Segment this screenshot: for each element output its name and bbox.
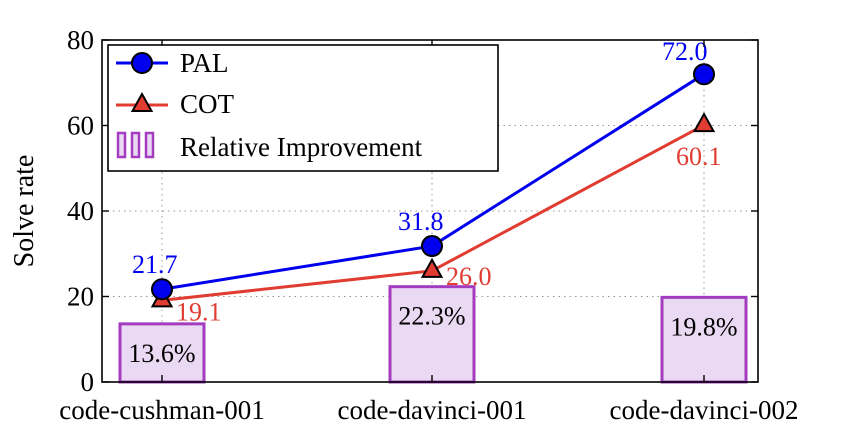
cot-value-label: 19.1 bbox=[176, 297, 222, 326]
pal-value-label: 21.7 bbox=[132, 250, 178, 279]
pal-value-label: 72.0 bbox=[662, 37, 708, 66]
legend-label-bars: Relative Improvement bbox=[180, 132, 423, 162]
y-tick-label: 60 bbox=[67, 111, 94, 141]
legend-marker-bar bbox=[144, 131, 155, 159]
y-tick-label: 20 bbox=[67, 282, 94, 312]
cot-point bbox=[692, 112, 716, 133]
x-axis-ticks: code-cushman-001 code-davinci-001 code-dav… bbox=[59, 40, 798, 425]
y-axis-label: Solve rate bbox=[9, 155, 40, 268]
improvement-bar bbox=[388, 285, 476, 384]
legend-marker-bar bbox=[130, 131, 141, 159]
pal-point bbox=[421, 235, 443, 258]
y-axis-ticks: 0 20 40 60 80 bbox=[67, 25, 758, 397]
pal-point bbox=[151, 278, 173, 301]
cot-value-label: 60.1 bbox=[676, 142, 722, 171]
bar-value-label: 22.3% bbox=[398, 302, 465, 331]
x-tick-label: code-davinci-001 bbox=[338, 395, 527, 425]
legend-marker-pal bbox=[131, 52, 153, 74]
legend-label-cot: COT bbox=[180, 89, 235, 119]
cot-value-label: 26.0 bbox=[446, 262, 492, 291]
bar-value-label: 19.8% bbox=[670, 312, 737, 341]
legend: PAL COT Relative Improvement bbox=[107, 44, 499, 172]
cot-point bbox=[420, 257, 444, 278]
grid-lines bbox=[102, 40, 758, 382]
series-markers bbox=[150, 63, 716, 308]
legend-box bbox=[107, 44, 499, 172]
data-labels: 13.6% 22.3% 19.8% 21.7 31.8 72.0 19.1 26.0 60.1 bbox=[128, 37, 737, 368]
y-tick-label: 80 bbox=[67, 25, 94, 55]
legend-marker-cot bbox=[130, 91, 154, 112]
legend-label-pal: PAL bbox=[180, 48, 229, 78]
y-tick-label: 40 bbox=[67, 196, 94, 226]
y-tick-label: 0 bbox=[81, 367, 95, 397]
x-tick-label: code-cushman-001 bbox=[59, 395, 264, 425]
legend-marker-bar bbox=[116, 131, 127, 159]
x-tick-label: code-davinci-002 bbox=[610, 395, 799, 425]
pal-value-label: 31.8 bbox=[398, 207, 444, 236]
pal-point bbox=[693, 63, 715, 86]
bar-value-label: 13.6% bbox=[128, 339, 195, 368]
